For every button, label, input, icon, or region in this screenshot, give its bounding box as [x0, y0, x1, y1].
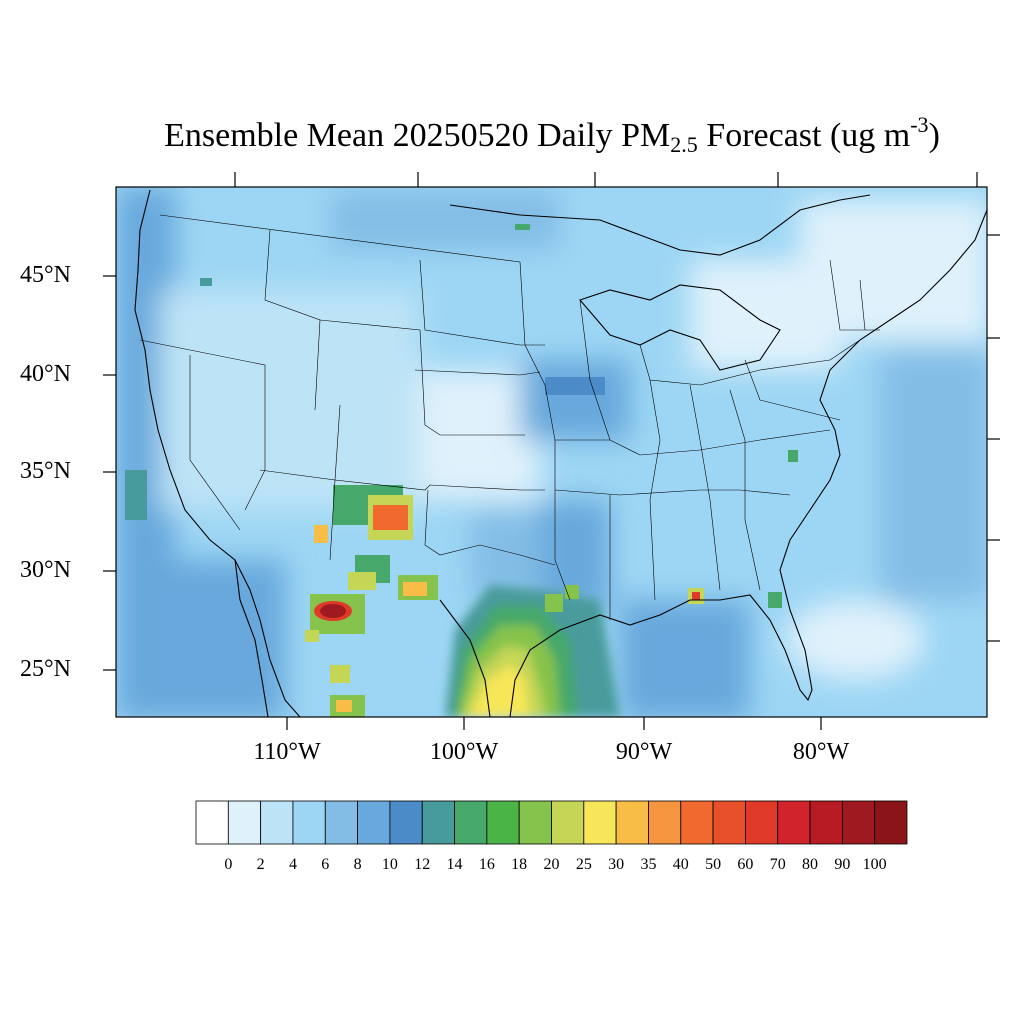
colorbar-label: 16 — [478, 856, 495, 873]
colorbar-swatch — [777, 800, 811, 845]
colorbar-label: 30 — [608, 856, 625, 873]
colorbar-label: 100 — [862, 856, 887, 873]
title-superscript: -3 — [910, 112, 929, 137]
colorbar-swatch — [648, 800, 682, 845]
colorbar-swatch — [712, 800, 746, 845]
lat-tick-label: 45°N — [20, 262, 71, 288]
colorbar-swatch — [454, 800, 488, 845]
concentration-field — [116, 187, 987, 717]
colorbar-swatch — [486, 800, 520, 845]
colorbar-label: 6 — [321, 856, 330, 873]
colorbar-label: 20 — [543, 856, 560, 873]
colorbar-label: 40 — [672, 856, 689, 873]
colorbar — [195, 800, 908, 845]
colorbar-label: 0 — [224, 856, 233, 873]
lon-tick-label: 100°W — [429, 739, 499, 765]
lat-tick-label: 30°N — [20, 557, 71, 583]
colorbar-label: 14 — [446, 856, 463, 873]
title-subscript: 2.5 — [670, 132, 698, 157]
colorbar-swatch — [615, 800, 649, 845]
map-ticks — [103, 172, 1000, 730]
colorbar-swatch — [195, 800, 229, 845]
colorbar-swatch — [260, 800, 294, 845]
smoke-hotspots — [125, 224, 798, 717]
title-suffix: ) — [928, 117, 940, 154]
colorbar-label: 18 — [511, 856, 528, 873]
colorbar-swatch — [227, 800, 262, 845]
figure-title: Ensemble Mean 20250520 Daily PM2.5 Forec… — [0, 112, 1024, 158]
colorbar-swatch — [421, 800, 455, 845]
colorbar-swatch — [583, 800, 617, 845]
colorbar-swatch — [389, 800, 423, 845]
colorbar-swatch — [680, 800, 714, 845]
colorbar-swatch — [809, 800, 843, 845]
colorbar-label: 12 — [414, 856, 431, 873]
colorbar-label: 25 — [575, 856, 592, 873]
colorbar-label: 4 — [288, 856, 297, 873]
colorbar-swatch — [874, 800, 908, 845]
title-middle: Forecast (ug m — [697, 117, 911, 154]
colorbar-label: 90 — [834, 856, 851, 873]
lon-tick-label: 110°W — [253, 739, 321, 765]
lat-tick-label: 35°N — [20, 458, 71, 484]
colorbar-label: 70 — [769, 856, 786, 873]
lat-tick-label: 40°N — [20, 361, 71, 387]
colorbar-label: 50 — [705, 856, 722, 873]
colorbar-label: 80 — [802, 856, 819, 873]
colorbar-swatch — [324, 800, 358, 845]
map-frame — [115, 186, 988, 718]
colorbar-swatch — [745, 800, 779, 845]
colorbar-swatch — [518, 800, 552, 845]
colorbar-label: 10 — [381, 856, 398, 873]
title-prefix: Ensemble Mean 20250520 Daily PM — [164, 117, 671, 154]
colorbar-label: 2 — [256, 856, 265, 873]
state-borders — [139, 214, 880, 620]
lon-tick-label: 80°W — [792, 739, 850, 765]
colorbar-label: 8 — [353, 856, 362, 873]
colorbar-swatch — [292, 800, 326, 845]
colorbar-label: 35 — [640, 856, 657, 873]
lat-tick-label: 25°N — [20, 656, 71, 682]
colorbar-label: 60 — [737, 856, 754, 873]
colorbar-swatch — [551, 800, 585, 845]
colorbar-swatch — [357, 800, 391, 845]
colorbar-swatch — [841, 800, 876, 845]
lon-tick-label: 90°W — [615, 739, 673, 765]
